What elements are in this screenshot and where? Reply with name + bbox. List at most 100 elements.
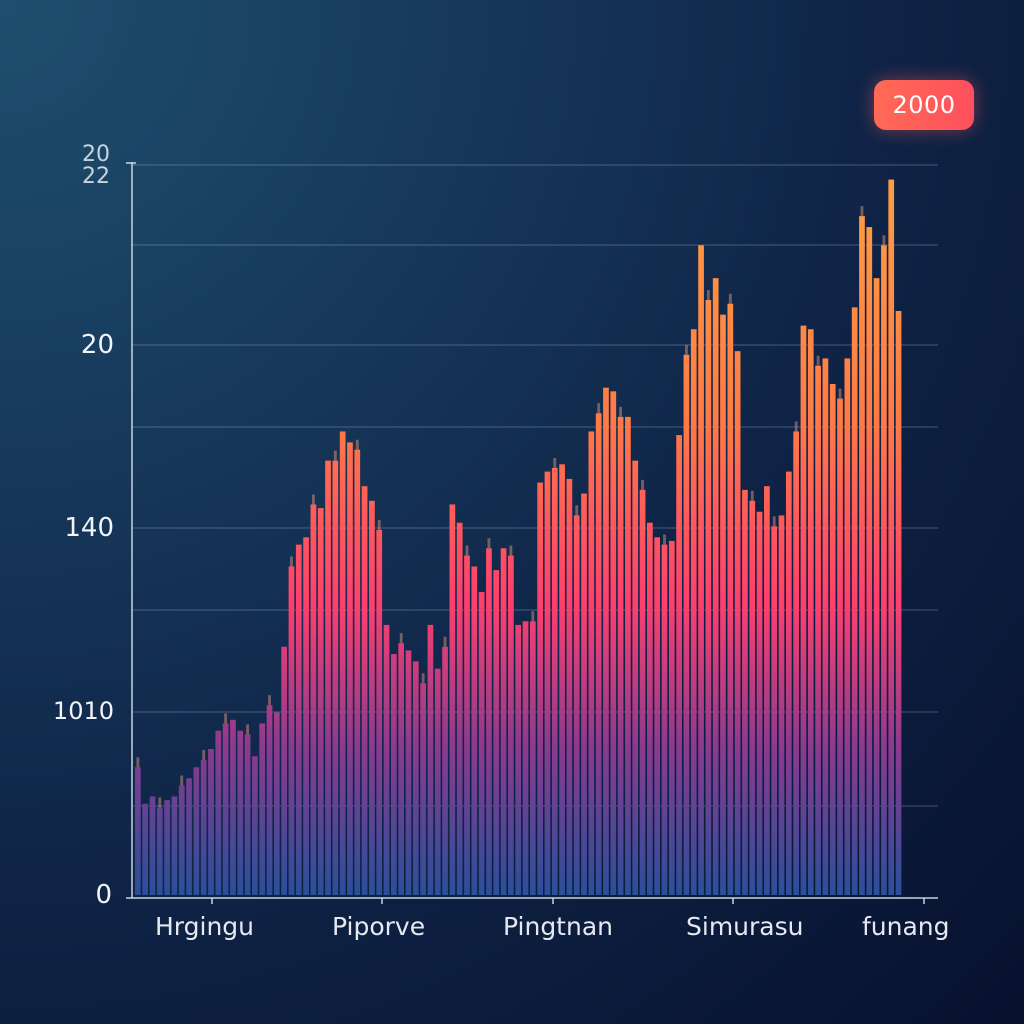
bar-cap (377, 520, 381, 530)
bar (215, 730, 222, 895)
bar-cap (706, 290, 710, 301)
bar-cap (509, 545, 513, 556)
bar (347, 442, 353, 895)
x-tick-label-5: funang (862, 912, 950, 941)
bar (800, 325, 807, 896)
x-tick-label-4: Simurasu (686, 912, 804, 941)
bar-cap (290, 556, 293, 567)
bar (493, 570, 500, 895)
bar (178, 785, 185, 895)
bar (837, 398, 843, 895)
bar (844, 358, 851, 895)
bar (449, 504, 456, 895)
bar (559, 464, 565, 895)
bar-cap (158, 797, 162, 808)
bar (661, 544, 668, 895)
bar-cap (597, 403, 601, 414)
bar (471, 566, 478, 895)
bar-cap (443, 636, 447, 647)
bar (815, 365, 821, 895)
bar (778, 515, 785, 895)
bar (822, 358, 829, 895)
bar (164, 800, 170, 895)
bar (456, 522, 463, 895)
bar (259, 723, 266, 895)
bar (149, 796, 156, 895)
x-tick-label-2: Piporve (332, 912, 426, 941)
bar-cap (882, 235, 886, 246)
bar (369, 500, 375, 895)
bar (749, 500, 756, 895)
bar (698, 245, 704, 896)
bar (237, 730, 244, 895)
bar (603, 387, 609, 895)
bar (266, 705, 273, 895)
bar-cap (575, 505, 579, 516)
bar (851, 307, 858, 896)
bar (807, 329, 814, 895)
bar (317, 508, 324, 895)
bar-cap (268, 695, 271, 706)
bar (573, 515, 580, 895)
bar (551, 467, 558, 895)
y-tick-label-top-line1: 20 (82, 142, 110, 167)
bar (617, 416, 624, 895)
bar (771, 526, 778, 895)
bar (464, 555, 470, 895)
bar (566, 478, 573, 895)
bar-cap (421, 673, 425, 684)
bar (252, 756, 258, 895)
bar (705, 300, 712, 895)
y-tick-label-1010: 1010 (52, 697, 114, 725)
bar (756, 511, 763, 895)
bar (171, 796, 178, 895)
bar (785, 471, 792, 895)
bar-cap (333, 450, 337, 461)
bar-cap (487, 538, 491, 549)
bar (522, 621, 529, 895)
bar-cap (641, 479, 644, 490)
bar-cap (794, 421, 798, 432)
bar (873, 278, 880, 895)
bar (690, 329, 697, 895)
bar-cap (399, 633, 403, 644)
bar (537, 482, 543, 895)
bar (654, 537, 661, 895)
bar (727, 303, 734, 895)
bar (135, 767, 141, 895)
bar (625, 416, 631, 895)
x-tick-label-3: Pingtnan (503, 912, 613, 941)
bars (135, 179, 902, 896)
bar (325, 460, 331, 895)
bar (683, 354, 690, 895)
bar (581, 493, 587, 895)
bar (412, 661, 419, 895)
bar (478, 592, 485, 895)
bar (383, 624, 390, 895)
bar-cap (246, 724, 249, 735)
bar (208, 749, 214, 895)
bar (186, 778, 192, 895)
value-badge[interactable]: 2000 (874, 80, 974, 130)
bar (295, 544, 302, 895)
bar-cap (685, 344, 688, 355)
bar (515, 624, 522, 895)
axes (126, 162, 938, 904)
bar (405, 650, 412, 895)
bar-cap (136, 757, 140, 768)
bar-cap (619, 406, 623, 417)
bar (288, 566, 295, 895)
bar (244, 734, 251, 895)
bar (420, 683, 426, 895)
bar-cap (772, 516, 776, 527)
bar-cap (663, 534, 666, 545)
bar (734, 351, 741, 895)
bar (200, 759, 207, 895)
bar (354, 449, 361, 895)
bar-cap (465, 545, 469, 556)
y-tick-label-20: 20 (80, 330, 114, 360)
bar (888, 179, 895, 896)
y-tick-label-140: 140 (64, 513, 114, 543)
